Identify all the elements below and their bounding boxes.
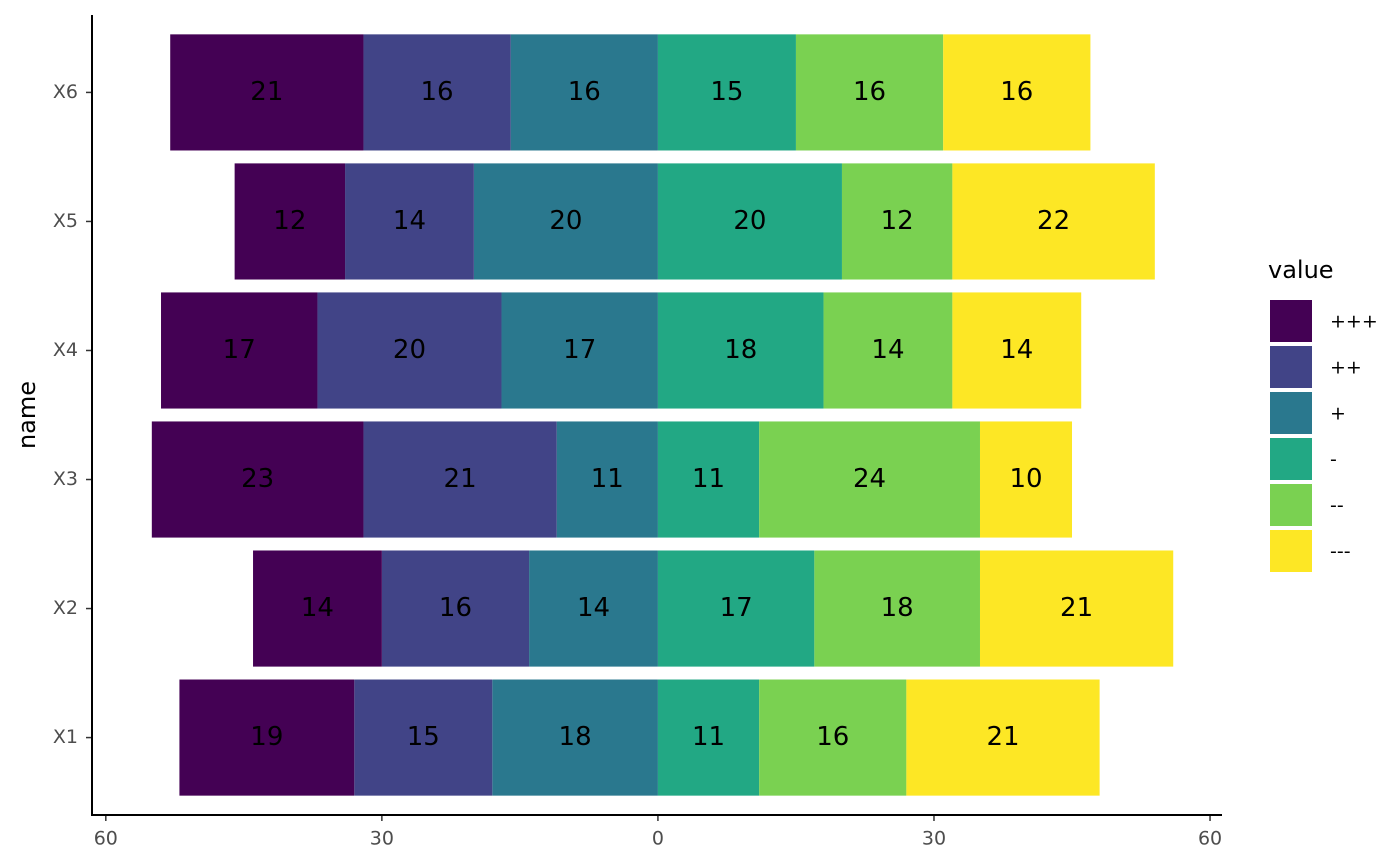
y-tick-label: X5 [53, 210, 78, 232]
bar-segment [657, 34, 796, 151]
bar-label: 21 [986, 722, 1019, 752]
bar-segment [759, 421, 980, 538]
bar-label: 21 [250, 77, 283, 107]
y-axis-title: name [13, 381, 41, 449]
x-tick-label: 30 [922, 828, 946, 850]
bar-segment [795, 34, 944, 151]
bar-segment [952, 292, 1082, 409]
bar-segment [823, 292, 953, 409]
bar-segment [841, 163, 953, 280]
bar-segment [363, 421, 557, 538]
bar-segment [657, 421, 760, 538]
bar-segment [501, 292, 658, 409]
bar-label: 23 [241, 464, 274, 494]
bar-label: 14 [1000, 335, 1033, 365]
bar-segment [253, 550, 382, 667]
bar-label: 17 [563, 335, 596, 365]
bar-segment [906, 679, 1100, 796]
bar-segment [556, 421, 658, 538]
bar-segment [473, 163, 658, 280]
bar-segment [179, 679, 355, 796]
legend-label: --- [1330, 541, 1351, 563]
legend-title: value [1268, 256, 1334, 284]
bar-label: 10 [1009, 464, 1042, 494]
bar-segment [979, 421, 1073, 538]
bar-segment [345, 163, 474, 280]
bar-label: 21 [1060, 593, 1093, 623]
bar-label: 11 [692, 722, 725, 752]
bar-label: 11 [591, 464, 624, 494]
bar-label: 16 [1000, 77, 1033, 107]
bar-segment [952, 163, 1155, 280]
bar-label: 20 [393, 335, 426, 365]
bar-segment [943, 34, 1091, 151]
y-tick-label: X3 [53, 468, 78, 490]
bar-label: 24 [853, 464, 886, 494]
bar-label: 15 [407, 722, 440, 752]
bar-label: 14 [393, 206, 426, 236]
y-tick-label: X4 [53, 339, 78, 361]
bar-segment [170, 34, 364, 151]
bar-label: 16 [816, 722, 849, 752]
bar-segment [151, 421, 364, 538]
bar-label: 11 [692, 464, 725, 494]
bar-label: 18 [724, 335, 757, 365]
bar-label: 20 [733, 206, 766, 236]
bar-segment [814, 550, 980, 667]
bar-label: 16 [853, 77, 886, 107]
legend-label: - [1330, 449, 1337, 471]
y-tick-label: X2 [53, 597, 78, 619]
bar-segment [317, 292, 502, 409]
bar-segment [529, 550, 658, 667]
bar-segment [657, 550, 815, 667]
bar-segment [979, 550, 1174, 667]
bar-label: 12 [881, 206, 914, 236]
legend-key [1270, 392, 1312, 434]
bar-label: 14 [871, 335, 904, 365]
bar-segment [381, 550, 530, 667]
legend-key [1270, 300, 1312, 342]
bar-label: 16 [568, 77, 601, 107]
legend-key [1270, 438, 1312, 480]
bar-label: 18 [559, 722, 592, 752]
y-tick-label: X1 [53, 726, 78, 748]
bar-label: 12 [273, 206, 306, 236]
bar-label: 21 [444, 464, 477, 494]
bar-segment [657, 292, 824, 409]
bar-segment [492, 679, 658, 796]
bar-label: 16 [439, 593, 472, 623]
bar-label: 18 [881, 593, 914, 623]
legend-label: ++ [1330, 357, 1362, 379]
bar-segment [161, 292, 318, 409]
bar-segment [354, 679, 493, 796]
y-tick-label: X6 [53, 81, 78, 103]
bar-label: 17 [720, 593, 753, 623]
x-tick-label: 60 [1198, 828, 1222, 850]
bar-segment [510, 34, 658, 151]
x-tick-label: 30 [370, 828, 394, 850]
bar-label: 19 [250, 722, 283, 752]
bar-label: 22 [1037, 206, 1070, 236]
legend-key [1270, 484, 1312, 526]
legend-label: +++ [1330, 311, 1378, 333]
bar-label: 14 [301, 593, 334, 623]
bar-segment [363, 34, 511, 151]
legend-label: -- [1330, 495, 1344, 517]
legend-key [1270, 346, 1312, 388]
bar-label: 16 [421, 77, 454, 107]
bar-label: 14 [577, 593, 610, 623]
bar-label: 15 [710, 77, 743, 107]
bar-segment [657, 163, 842, 280]
legend-key [1270, 530, 1312, 572]
x-tick-label: 60 [94, 828, 118, 850]
bar-segment [759, 679, 907, 796]
legend-label: + [1330, 403, 1346, 425]
bar-label: 20 [549, 206, 582, 236]
bar-label: 17 [223, 335, 256, 365]
x-tick-label: 0 [652, 828, 664, 850]
bar-segment [657, 679, 760, 796]
bar-segment [234, 163, 346, 280]
